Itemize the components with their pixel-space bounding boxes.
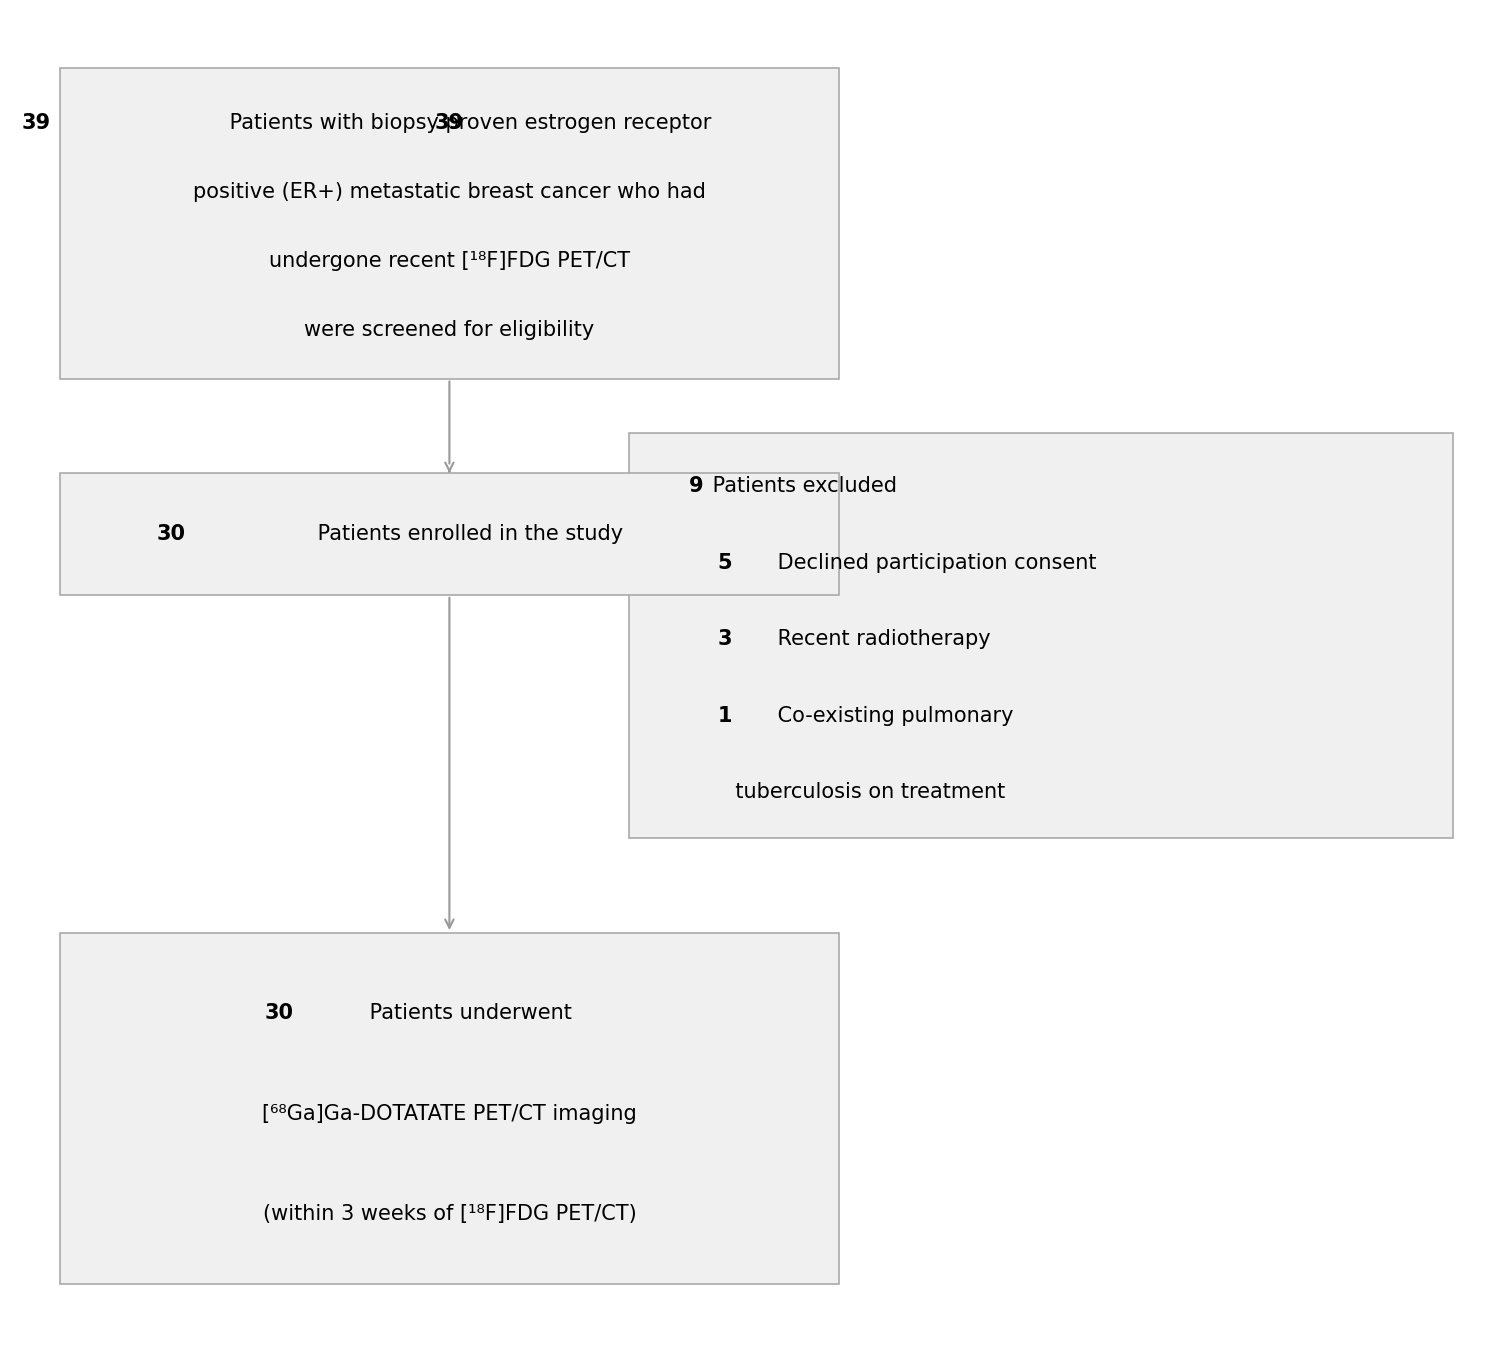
Text: (within 3 weeks of [¹⁸F]FDG PET/CT): (within 3 weeks of [¹⁸F]FDG PET/CT) [262, 1205, 637, 1224]
Text: Declined participation consent: Declined participation consent [771, 553, 1097, 573]
Text: were screened for eligibility: were screened for eligibility [304, 320, 595, 341]
Text: [⁶⁸Ga]Ga-DOTATATE PET/CT imaging: [⁶⁸Ga]Ga-DOTATATE PET/CT imaging [262, 1103, 637, 1124]
FancyBboxPatch shape [629, 433, 1453, 838]
Text: 39: 39 [434, 112, 464, 132]
FancyBboxPatch shape [60, 473, 839, 595]
Text: Co-existing pulmonary: Co-existing pulmonary [771, 706, 1014, 726]
Text: tuberculosis on treatment: tuberculosis on treatment [689, 783, 1005, 802]
Text: Patients with biopsy proven estrogen receptor: Patients with biopsy proven estrogen rec… [223, 112, 712, 132]
Text: 3: 3 [689, 629, 733, 649]
FancyBboxPatch shape [60, 68, 839, 379]
Text: Patients enrolled in the study: Patients enrolled in the study [312, 525, 623, 544]
Text: undergone recent [¹⁸F]FDG PET/CT: undergone recent [¹⁸F]FDG PET/CT [268, 251, 631, 272]
Text: 1: 1 [689, 706, 733, 726]
Text: 30: 30 [264, 1003, 294, 1023]
Text: positive (ER+) metastatic breast cancer who had: positive (ER+) metastatic breast cancer … [193, 183, 706, 201]
Text: 9: 9 [689, 476, 704, 496]
Text: 30: 30 [156, 525, 186, 544]
Text: 39: 39 [21, 112, 51, 132]
Text: Patients underwent: Patients underwent [363, 1003, 572, 1023]
FancyBboxPatch shape [60, 933, 839, 1284]
Text: Recent radiotherapy: Recent radiotherapy [771, 629, 992, 649]
Text: 5: 5 [689, 553, 733, 573]
Text: Patients excluded: Patients excluded [706, 476, 897, 496]
